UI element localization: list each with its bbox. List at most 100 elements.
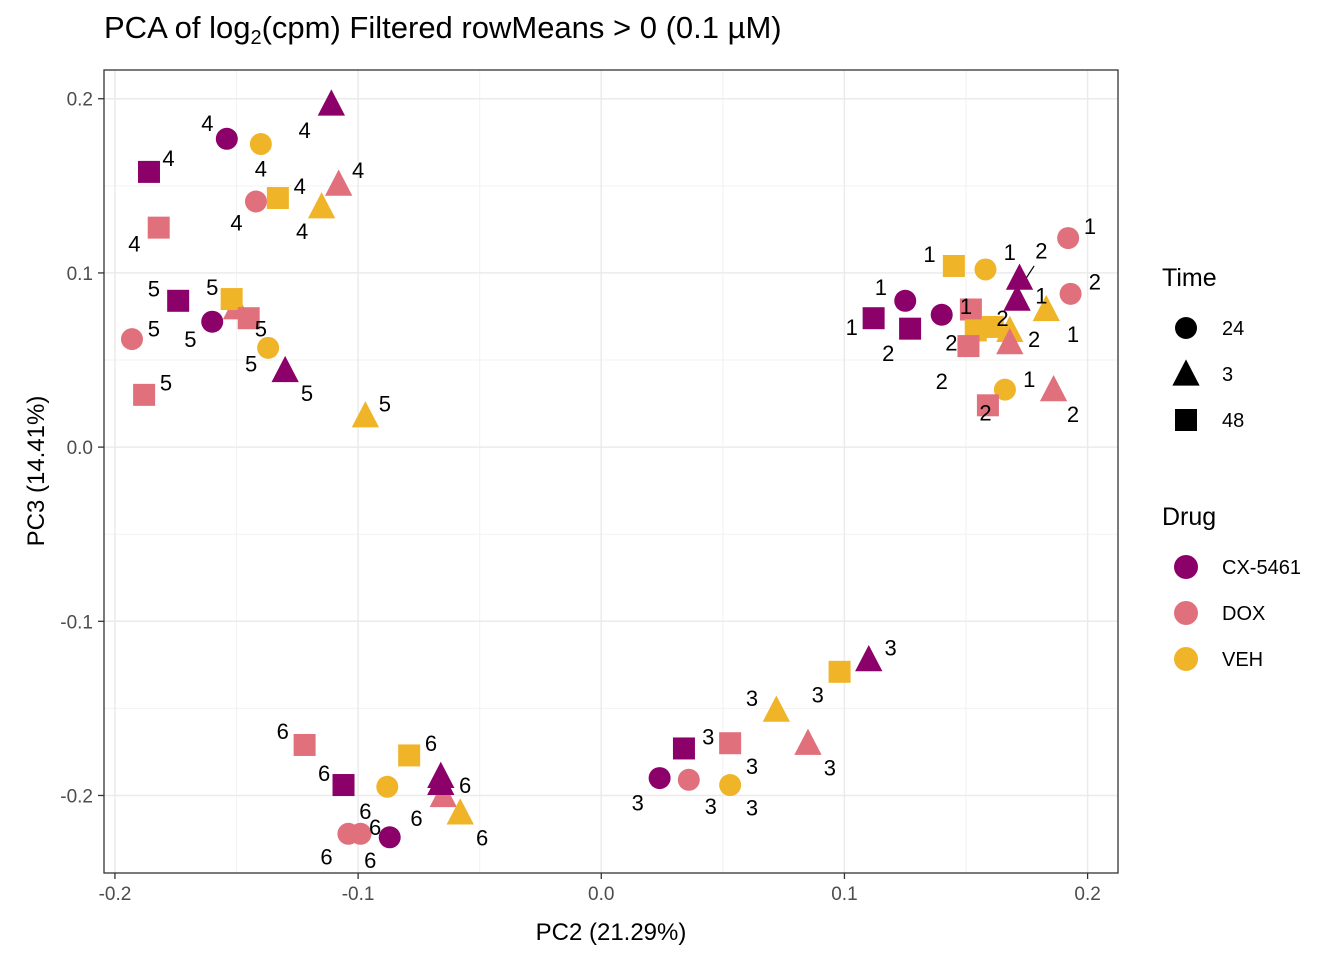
data-point — [993, 378, 1016, 401]
data-point — [266, 187, 289, 210]
legend-label: DOX — [1222, 603, 1265, 625]
data-point — [446, 798, 474, 825]
data-point — [349, 822, 372, 845]
data-point — [398, 744, 421, 767]
point-label: 4 — [201, 111, 213, 136]
x-tick-label: -0.2 — [99, 884, 132, 905]
point-label: 2 — [996, 306, 1008, 331]
data-point — [996, 327, 1024, 355]
data-point — [1003, 284, 1031, 311]
legend-label: 24 — [1222, 318, 1244, 340]
data-point — [325, 169, 353, 196]
data-point — [974, 258, 997, 281]
point-label: 6 — [364, 848, 376, 873]
point-label: 2 — [1035, 238, 1047, 263]
data-point — [376, 775, 399, 798]
data-point — [930, 303, 953, 326]
data-point — [137, 160, 160, 183]
data-point — [862, 307, 885, 330]
legend-label: CX-5461 — [1222, 557, 1301, 579]
legend-label: 48 — [1222, 410, 1244, 432]
legend-label: 3 — [1222, 364, 1233, 386]
point-label: 5 — [245, 352, 257, 377]
data-point — [201, 310, 224, 333]
point-label: 6 — [410, 806, 422, 831]
y-tick-label: 0.2 — [67, 90, 93, 111]
x-tick-label: 0.1 — [831, 884, 857, 905]
point-label: 6 — [369, 815, 381, 840]
point-label: 4 — [296, 219, 308, 244]
data-point — [942, 254, 965, 277]
grid — [104, 70, 1118, 873]
data-point — [244, 190, 267, 213]
point-label: 5 — [255, 317, 267, 342]
title-subscript: 2 — [250, 27, 262, 49]
data-point — [120, 328, 143, 351]
plot-panel-border — [103, 69, 1119, 874]
point-label: 4 — [162, 146, 174, 171]
point-label: 6 — [320, 844, 332, 869]
point-label: 5 — [184, 327, 196, 352]
point-label: 4 — [128, 231, 140, 256]
title-suffix: (cpm) Filtered rowMeans > 0 (0.1 µM) — [261, 10, 782, 45]
data-point — [307, 192, 336, 219]
legend-key — [1172, 359, 1200, 386]
point-label: 3 — [705, 794, 717, 819]
legend-key — [1174, 555, 1198, 579]
point-label: 1 — [1023, 367, 1035, 392]
point-label: 3 — [812, 682, 824, 707]
point-label: 3 — [746, 796, 758, 821]
data-point — [133, 383, 156, 406]
point-label: 1 — [1004, 240, 1016, 265]
data-point — [762, 695, 791, 722]
data-point — [959, 298, 982, 321]
point-label: 6 — [476, 825, 488, 850]
point-label: 5 — [160, 371, 172, 396]
point-label: 6 — [459, 773, 471, 798]
legend-title: Time — [1162, 264, 1217, 292]
data-point — [427, 768, 455, 795]
legend-title: Drug — [1162, 503, 1216, 531]
point-label: 1 — [1067, 322, 1079, 347]
point-label: 2 — [936, 369, 948, 394]
data-point — [220, 288, 243, 311]
point-label: 5 — [148, 317, 160, 342]
point-label: 2 — [1089, 270, 1101, 295]
point-label: 1 — [960, 294, 972, 319]
point-label: 3 — [632, 790, 644, 815]
data-point — [1039, 374, 1068, 402]
point-label: 3 — [702, 724, 714, 749]
data-point — [215, 127, 238, 150]
point-label: 2 — [882, 341, 894, 366]
data-point — [957, 335, 980, 358]
legend-key — [1175, 409, 1197, 431]
data-point — [1059, 282, 1082, 305]
legend-key — [1175, 317, 1197, 339]
data-point — [719, 732, 742, 755]
point-label: 6 — [425, 731, 437, 756]
point-label: 5 — [301, 381, 313, 406]
legend-key — [1174, 647, 1198, 671]
data-point — [378, 826, 401, 849]
point-label: 5 — [206, 275, 218, 300]
axes: -0.2 -0.1 0.0 0.1 0.2 -0.2 -0.1 0.0 0.1 0.2 — [60, 90, 1101, 905]
data-point — [672, 737, 695, 760]
title-prefix: PCA of log — [104, 10, 251, 45]
point-label: 2 — [945, 331, 957, 356]
data-point — [147, 216, 170, 239]
data-point — [1057, 227, 1080, 250]
data-point — [677, 768, 700, 791]
data-point — [271, 355, 299, 383]
point-label: 2 — [979, 400, 991, 425]
data-point — [894, 289, 917, 312]
data-point — [855, 644, 883, 672]
data-point — [899, 317, 922, 340]
data-point — [976, 394, 999, 417]
x-axis-title: PC2 (21.29%) — [536, 919, 687, 946]
y-tick-label: -0.1 — [60, 612, 93, 633]
point-label: 3 — [885, 635, 897, 660]
data-point — [648, 767, 671, 790]
data-point — [257, 336, 280, 359]
